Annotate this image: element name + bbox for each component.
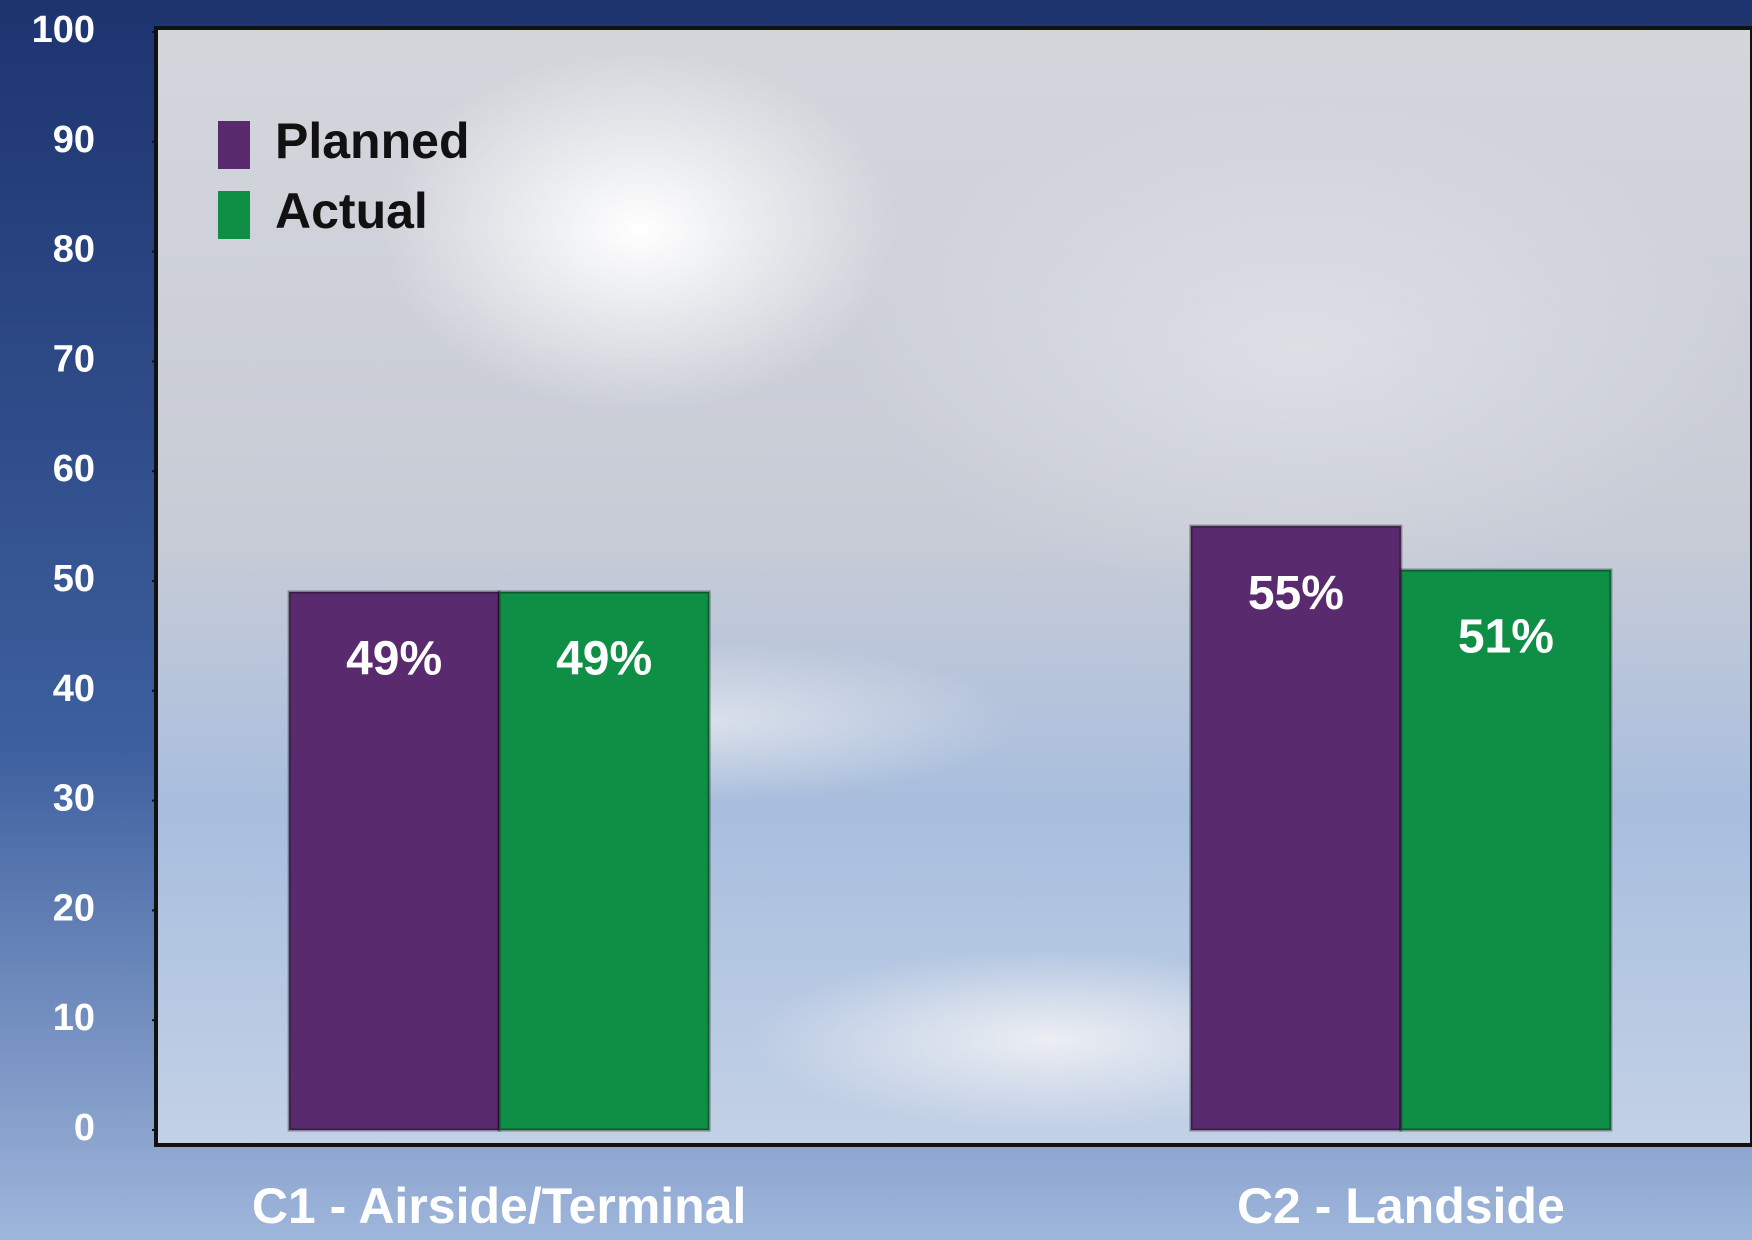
value-label: 49% xyxy=(346,633,442,686)
y-tick-label: 0 xyxy=(74,1107,95,1149)
value-label: 55% xyxy=(1248,567,1344,620)
y-tick-label: 80 xyxy=(53,229,95,271)
x-tick-label: C2 - Landside xyxy=(1237,1178,1565,1234)
y-tick-label: 60 xyxy=(53,448,95,490)
y-tick-label: 50 xyxy=(53,558,95,600)
legend-label: Planned xyxy=(275,113,469,169)
bar xyxy=(1189,524,1403,1132)
legend-swatch xyxy=(218,191,250,239)
x-tick-label: C1 - Airside/Terminal xyxy=(252,1178,747,1234)
legend-label: Actual xyxy=(275,183,428,239)
bar xyxy=(1399,568,1613,1132)
y-tick-label: 10 xyxy=(53,997,95,1039)
y-tick-label: 100 xyxy=(32,9,95,51)
bar xyxy=(287,590,501,1132)
y-tick-label: 70 xyxy=(53,338,95,380)
y-tick-label: 90 xyxy=(53,119,95,161)
value-label: 49% xyxy=(556,633,652,686)
y-tick-label: 40 xyxy=(53,668,95,710)
bar xyxy=(497,590,711,1132)
legend-swatch xyxy=(218,121,250,169)
y-tick-label: 20 xyxy=(53,887,95,929)
value-label: 51% xyxy=(1458,611,1554,664)
y-tick-label: 30 xyxy=(53,778,95,820)
